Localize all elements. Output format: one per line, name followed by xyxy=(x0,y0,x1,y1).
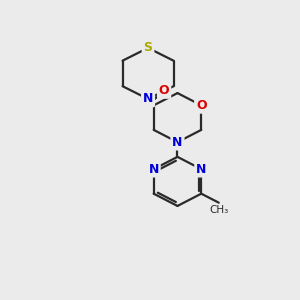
Text: O: O xyxy=(196,99,207,112)
Text: N: N xyxy=(148,163,159,176)
Text: CH₃: CH₃ xyxy=(209,205,228,214)
Text: N: N xyxy=(172,136,183,148)
Text: N: N xyxy=(196,163,206,176)
Text: O: O xyxy=(159,84,170,97)
Text: N: N xyxy=(143,92,153,106)
Text: S: S xyxy=(143,41,152,54)
